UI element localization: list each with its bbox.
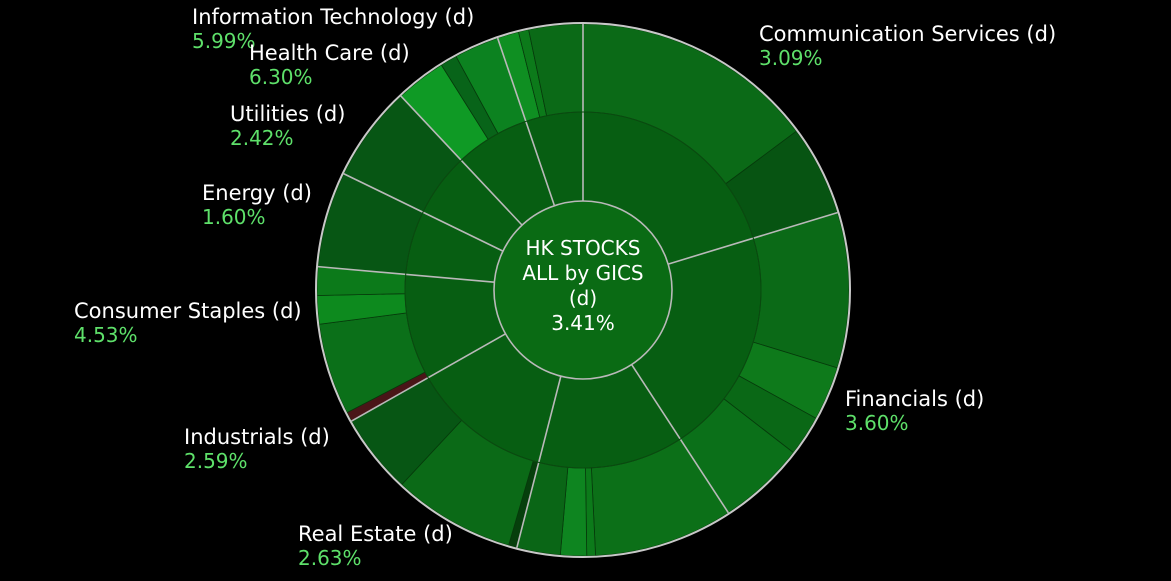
sector-separator [496, 37, 556, 206]
sector-change: 5.99% [192, 29, 256, 53]
center-title-line2: ALL by GICS [522, 261, 644, 285]
sector-name: Energy (d) [202, 181, 312, 205]
sector-separator [667, 211, 838, 265]
label-industrials[interactable]: Industrials (d) 2.59% [184, 425, 330, 473]
sector-change: 3.60% [845, 411, 909, 435]
sector-change: 2.42% [230, 126, 294, 150]
center-change-value: 3.41% [551, 311, 615, 335]
sector-separator [516, 376, 562, 548]
sector-name: Communication Services (d) [759, 22, 1057, 46]
industry-financials-1[interactable] [752, 212, 850, 369]
center-title-line3: (d) [568, 286, 598, 310]
label-utilities[interactable]: Utilities (d) 2.42% [230, 102, 345, 150]
label-real-estate[interactable]: Real Estate (d) 2.63% [298, 522, 453, 570]
chart-center-label: HK STOCKS ALL by GICS (d) 3.41% [496, 236, 670, 336]
sector-name: Financials (d) [845, 387, 985, 411]
sector-change: 6.30% [249, 65, 313, 89]
label-energy[interactable]: Energy (d) 1.60% [202, 181, 312, 229]
ring-divider [404, 111, 762, 469]
sector-separator [343, 173, 504, 252]
sector-change: 3.09% [759, 46, 823, 70]
sector-change: 2.59% [184, 449, 248, 473]
sector-change: 1.60% [202, 205, 266, 229]
sector-name: Information Technology (d) [192, 5, 475, 29]
center-disc[interactable] [493, 200, 673, 380]
sector-name: Consumer Staples (d) [74, 299, 302, 323]
sunburst-rings [315, 22, 851, 558]
outer-outline [315, 22, 851, 558]
sector-name: Industrials (d) [184, 425, 330, 449]
sector-separator [351, 333, 506, 422]
sector-name: Utilities (d) [230, 102, 346, 126]
sector-change: 4.53% [74, 323, 138, 347]
label-information-technology[interactable]: Information Technology (d) 5.99% [192, 5, 474, 53]
label-consumer-staples[interactable]: Consumer Staples (d) 4.53% [74, 299, 302, 347]
label-health-care[interactable]: Health Care (d) 6.30% [249, 41, 410, 89]
sector-separator [630, 364, 730, 514]
label-financials[interactable]: Financials (d) 3.60% [845, 387, 984, 435]
sector-change: 2.63% [298, 546, 362, 570]
label-communication-services[interactable]: Communication Services (d) 3.09% [759, 22, 1056, 70]
sector-separator [317, 265, 495, 283]
sector-name: Real Estate (d) [298, 522, 453, 546]
sector-name: Health Care (d) [249, 41, 410, 65]
center-title-line1: HK STOCKS [525, 236, 641, 260]
sector-separator [400, 95, 523, 226]
